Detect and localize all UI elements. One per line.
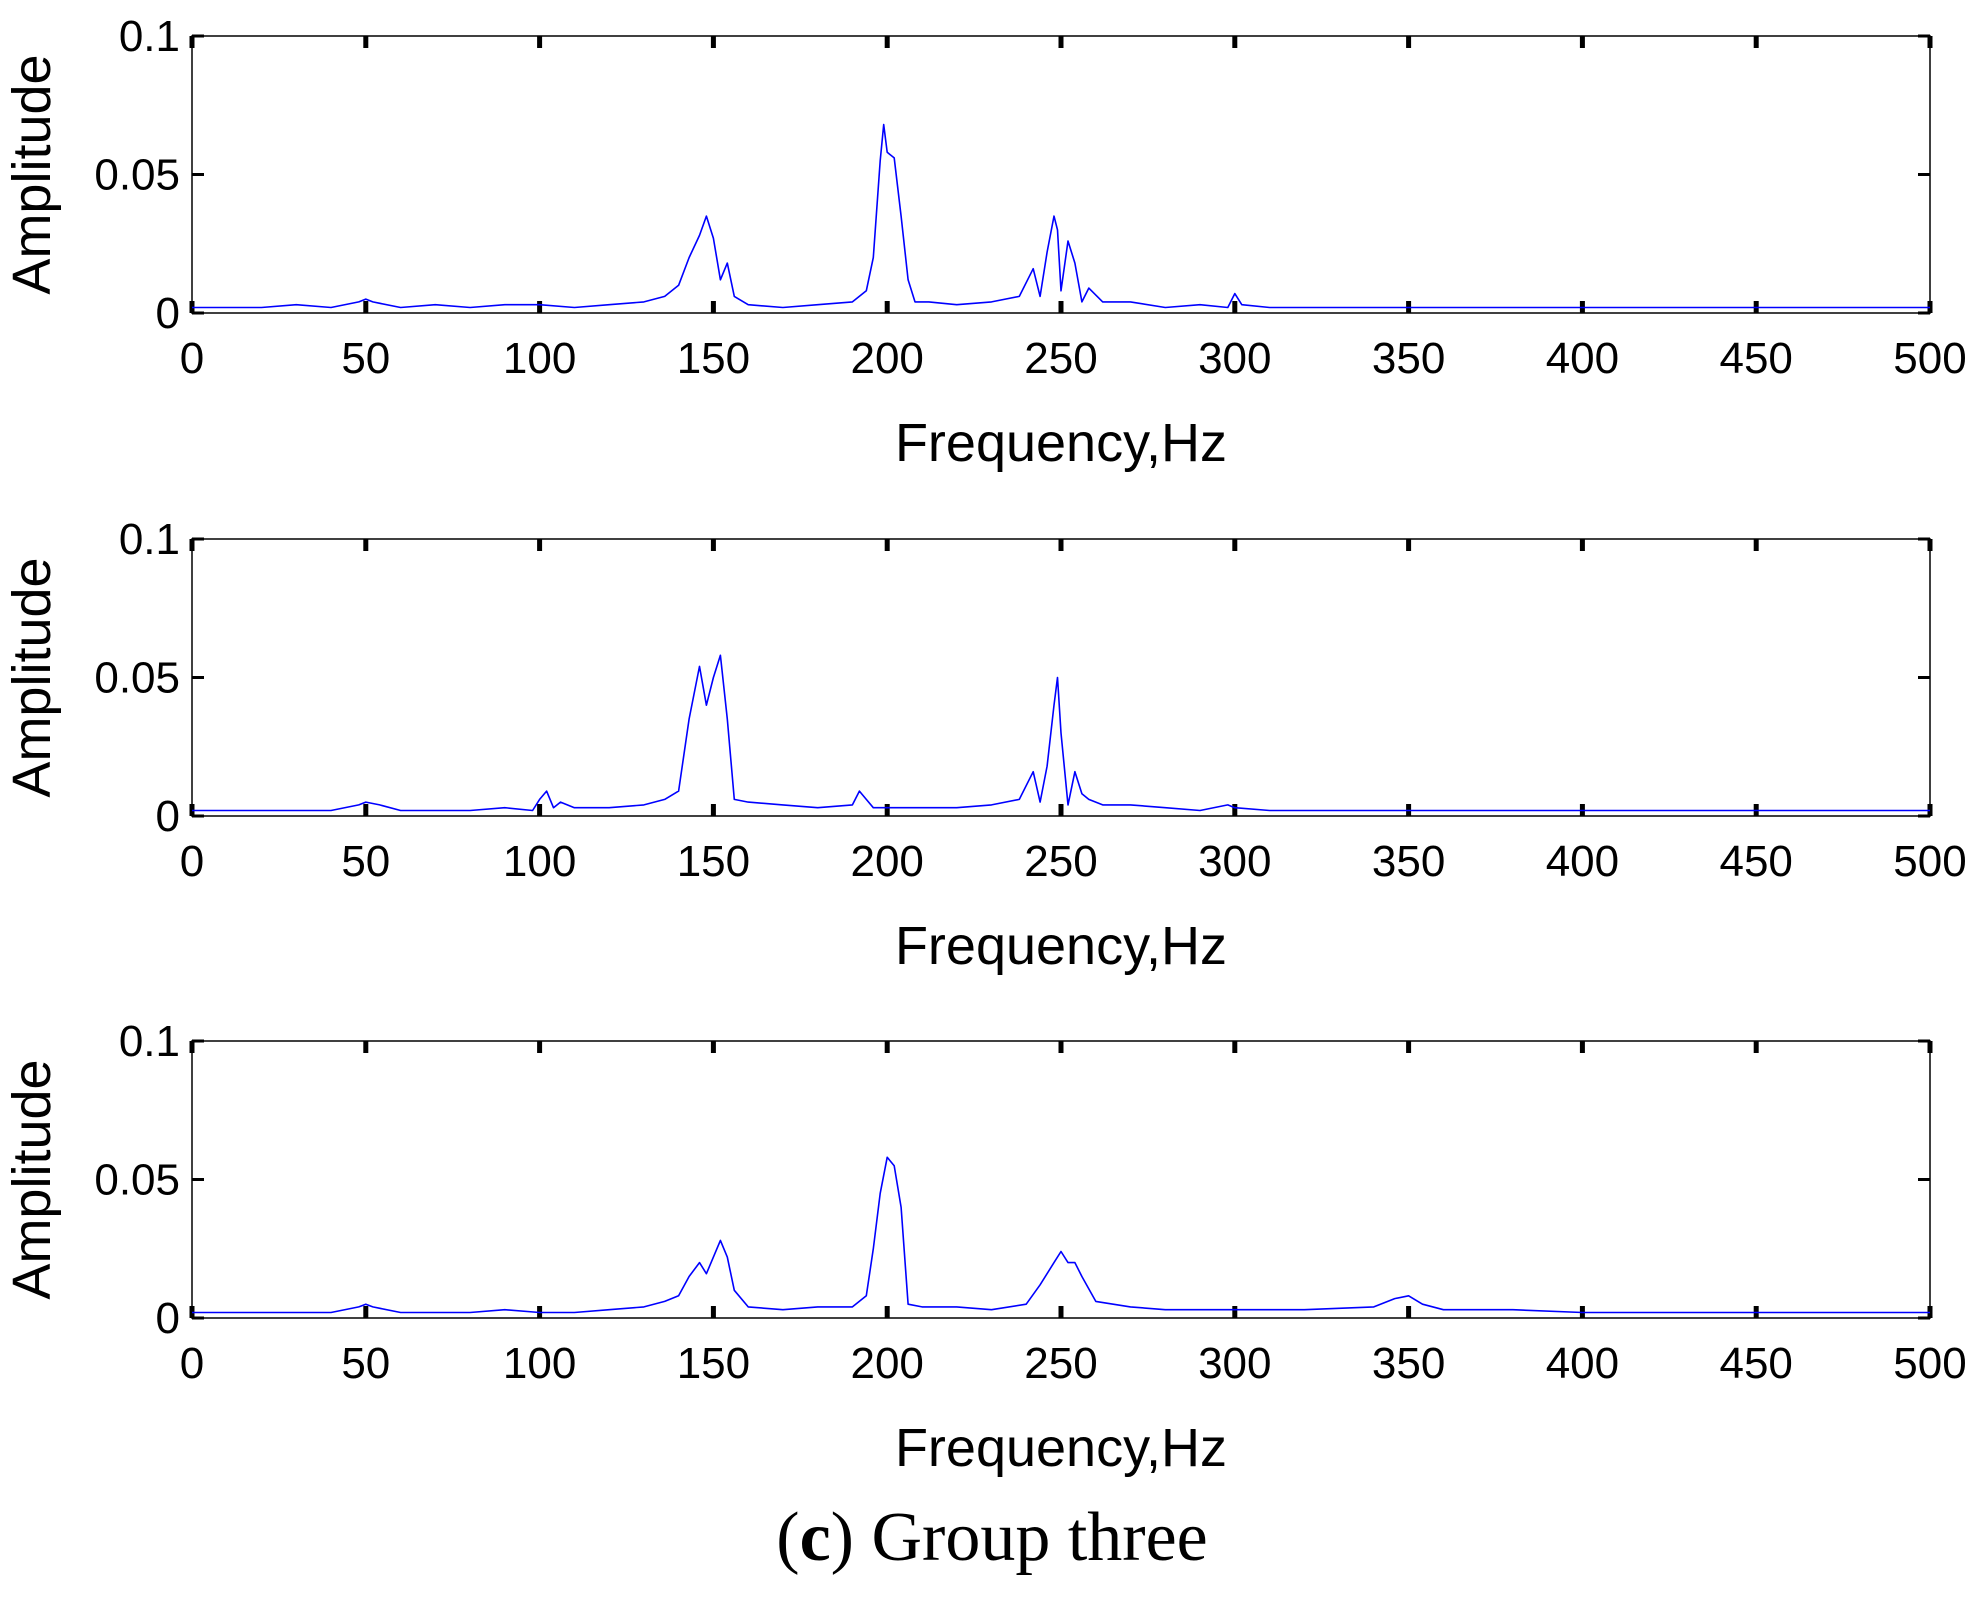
caption-text: ) Group three <box>831 1499 1208 1576</box>
x-tick-label: 200 <box>850 1339 923 1388</box>
x-tick-label: 150 <box>677 334 750 383</box>
x-tick-label: 0 <box>180 334 204 383</box>
x-tick-label: 100 <box>503 837 576 886</box>
y-axis-title: Amplitude <box>2 1059 62 1299</box>
x-tick-label: 500 <box>1893 334 1966 383</box>
x-tick-label: 250 <box>1024 334 1097 383</box>
y-axis-title: Amplitude <box>2 54 62 294</box>
spectrum-line <box>192 654 1930 812</box>
chart-panel-2: 0 50 100 150 200 250 300 350 400 450 500 0 0.05 0.1 Fr… <box>2 515 1967 976</box>
y-tick-label: 0.05 <box>94 151 180 200</box>
x-tick-label: 250 <box>1024 1339 1097 1388</box>
panels: 0 50 100 150 200 250 300 350 400 450 50000.050.1Fr… <box>2 12 1967 1478</box>
x-tick-label: 150 <box>677 1339 750 1388</box>
y-axis-title: Amplitude <box>2 557 62 797</box>
plot-area-frame <box>191 35 1931 314</box>
x-axis-title: Frequency,Hz <box>895 413 1227 473</box>
y-tick-label: 0 <box>156 1294 180 1343</box>
y-tick-label: 0.1 <box>119 12 180 61</box>
x-tick-label: 300 <box>1198 837 1271 886</box>
x-axis-title: Frequency,Hz <box>895 1418 1227 1478</box>
x-tick-label: 0 <box>180 837 204 886</box>
x-tick-label: 450 <box>1719 837 1792 886</box>
x-tick-label: 400 <box>1546 837 1619 886</box>
x-tick-label: 0 <box>180 1339 204 1388</box>
x-tick-label: 450 <box>1719 334 1792 383</box>
x-tick-label: 350 <box>1372 334 1445 383</box>
x-tick-label: 300 <box>1198 1339 1271 1388</box>
x-tick-label: 50 <box>341 1339 390 1388</box>
x-tick-label: 350 <box>1372 837 1445 886</box>
plot-area-frame <box>191 1040 1931 1319</box>
x-tick-label: 50 <box>341 334 390 383</box>
x-tick-label: 500 <box>1893 1339 1966 1388</box>
y-tick-label: 0.05 <box>94 654 180 703</box>
spectrum-line <box>192 1156 1930 1314</box>
chart-panel-1: 0 50 100 150 200 250 300 350 400 450 500 0 0.05 0.1 Fr… <box>2 12 1967 473</box>
x-tick-label: 150 <box>677 837 750 886</box>
x-tick-label: 500 <box>1893 837 1966 886</box>
x-tick-label: 400 <box>1546 334 1619 383</box>
caption-letter: c <box>800 1499 831 1576</box>
x-tick-label: 250 <box>1024 837 1097 886</box>
x-tick-label: 450 <box>1719 1339 1792 1388</box>
x-tick-label: 400 <box>1546 1339 1619 1388</box>
x-tick-label: 100 <box>503 1339 576 1388</box>
caption-open-paren: ( <box>776 1499 799 1576</box>
y-tick-label: 0 <box>156 792 180 841</box>
figure-caption: (c) Group three <box>776 1499 1207 1576</box>
spectrum-line <box>192 123 1930 309</box>
chart-panel-3: 0 50 100 150 200 250 300 350 400 450 500 0 0.05 0.1 Fr… <box>2 1017 1967 1478</box>
plot-area-frame <box>191 538 1931 817</box>
x-tick-label: 200 <box>850 837 923 886</box>
x-tick-label: 100 <box>503 334 576 383</box>
y-tick-label: 0.05 <box>94 1156 180 1205</box>
x-axis-title: Frequency,Hz <box>895 916 1227 976</box>
y-tick-label: 0.1 <box>119 515 180 564</box>
x-tick-label: 300 <box>1198 334 1271 383</box>
y-tick-label: 0 <box>156 289 180 338</box>
x-tick-label: 200 <box>850 334 923 383</box>
x-tick-label: 50 <box>341 837 390 886</box>
x-tick-label: 350 <box>1372 1339 1445 1388</box>
y-tick-label: 0.1 <box>119 1017 180 1066</box>
